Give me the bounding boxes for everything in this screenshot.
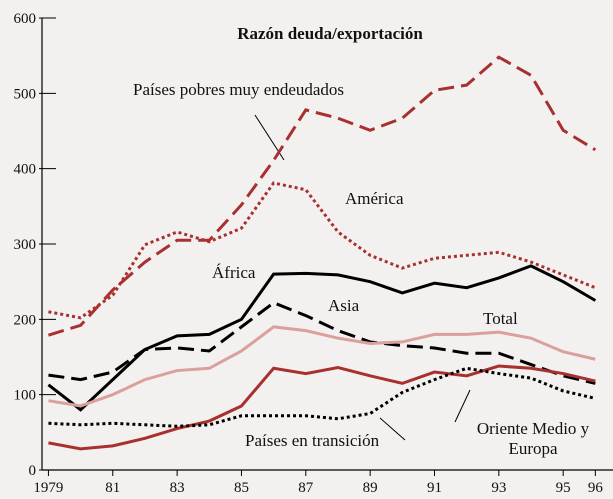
series-label: Oriente Medio y Europa [476,419,590,458]
series-label: África [212,263,256,282]
series-label: América [345,189,404,208]
series-line [47,264,597,412]
x-tick-label: 91 [427,480,442,496]
y-tick-label: 300 [14,237,37,253]
series-line [48,364,596,451]
y-tick-label: 200 [14,312,37,328]
y-tick-label: 0 [29,463,37,479]
series-label: Países en transición [245,431,380,450]
y-tick-label: 600 [14,11,37,27]
x-tick-label: 83 [170,480,185,496]
x-tick-label: 87 [298,480,314,496]
x-tick-label: 85 [234,480,249,496]
y-tick-label: 500 [14,86,37,102]
series-label: Países pobres muy endeudados [133,80,345,99]
x-tick-label: 1979 [33,480,63,496]
y-tick-label: 100 [14,388,37,404]
series-label: Asia [328,296,360,315]
x-tick-label: 89 [363,480,378,496]
series-line [48,366,596,428]
series-line [48,181,596,320]
y-tick-label: 400 [14,162,37,178]
series-line [48,325,596,408]
leader-line [454,389,471,423]
series-line [48,301,596,385]
leader-line [379,417,406,441]
x-tick-label: 81 [105,480,120,496]
x-tick-label: 96 [588,480,604,496]
series-line [47,55,597,337]
series-label: Total [483,309,518,328]
x-tick-label: 95 [556,480,571,496]
x-tick-label: 93 [491,480,506,496]
chart-title: Razón deuda/exportación [237,24,423,43]
